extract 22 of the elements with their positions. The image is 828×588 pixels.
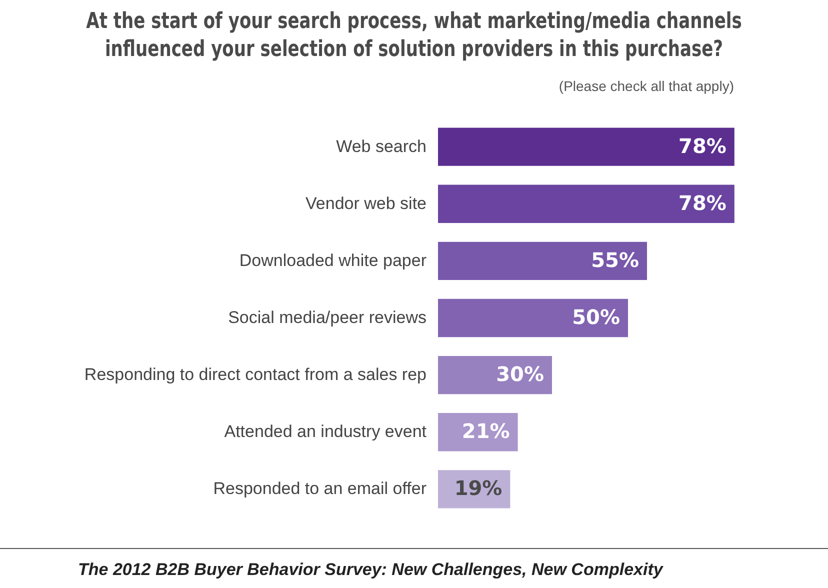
data-label: 78% (678, 190, 726, 215)
data-label: 19% (454, 476, 502, 500)
chart-subtitle: (Please check all that apply) (558, 78, 734, 94)
text: The 2012 B2B Buyer Behavior Survey: New Challenges, New Complexity (78, 560, 663, 580)
data-label: 50% (572, 305, 620, 329)
data-label: 21% (462, 419, 510, 444)
bar (438, 128, 734, 166)
bar (438, 298, 628, 338)
y-tick-label: Responding to direct contact from a sales rep (84, 365, 426, 384)
data-label: 55% (591, 248, 639, 272)
bar (438, 184, 734, 223)
y-tick-label: Downloaded white paper (239, 250, 427, 270)
y-tick-label: Social media/peer reviews (228, 308, 426, 327)
y-tick-label: Responded to an email offer (213, 479, 427, 498)
y-tick-label: Attended an industry event (224, 422, 427, 442)
bar (438, 356, 552, 394)
chart-title: At the start of your search process, what marketing/media channels influenced your selection of solution providers in this purchase? (85, 8, 743, 64)
data-label: 78% (678, 134, 726, 158)
bar (438, 242, 647, 280)
y-tick-label: Vendor web site (306, 194, 426, 213)
data-label: 30% (496, 362, 544, 386)
y-tick-label: Web search (336, 136, 426, 156)
